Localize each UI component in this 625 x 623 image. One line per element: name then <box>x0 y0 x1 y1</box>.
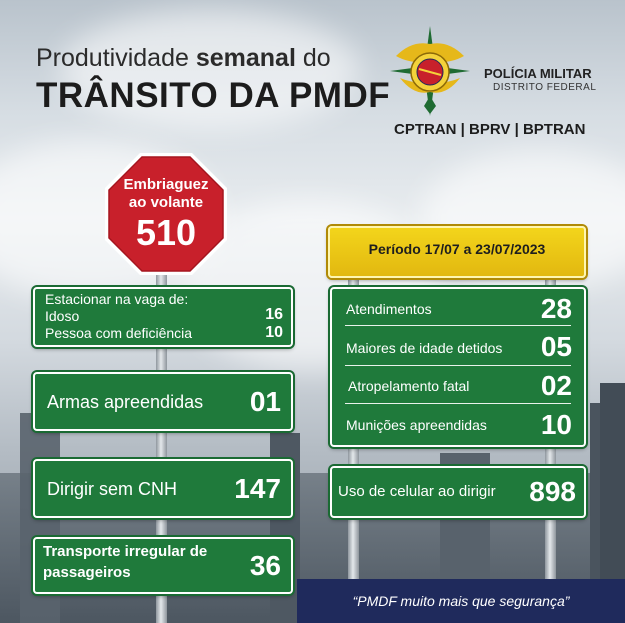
org-name: POLÍCIA MILITAR <box>484 66 592 81</box>
stats-row-value: 05 <box>540 331 572 362</box>
org-subname: DISTRITO FEDERAL <box>493 82 597 93</box>
footer-banner: “PMDF muito mais que segurança” <box>297 579 625 623</box>
parking-row-label: Pessoa com deficiência <box>45 325 193 341</box>
phone-value: 898 <box>529 476 576 507</box>
stats-row-value: 10 <box>540 409 572 440</box>
phone-sign: Uso de celular ao dirigir 898 <box>330 466 586 518</box>
stats-row-label: Munições apreendidas <box>346 417 487 433</box>
parking-row-value: 16 <box>265 306 283 323</box>
no-license-sign: Dirigir sem CNH 147 <box>33 459 293 518</box>
transport-sign: Transporte irregular de passageiros 36 <box>33 537 293 594</box>
stats-row-label: Maiores de idade detidos <box>346 340 503 356</box>
stats-divider <box>345 325 571 326</box>
footer-slogan: “PMDF muito mais que segurança” <box>352 593 570 609</box>
stats-divider <box>345 403 571 404</box>
no-license-value: 147 <box>234 473 281 504</box>
stats-row-label: Atropelamento fatal <box>348 378 470 394</box>
units-label: CPTRAN | BPRV | BPTRAN <box>394 121 586 138</box>
no-license-label: Dirigir sem CNH <box>47 479 177 499</box>
parking-title: Estacionar na vaga de: <box>45 291 189 307</box>
stats-row-value: 02 <box>540 370 572 401</box>
page-subtitle: Produtividade semanal do <box>36 44 331 72</box>
transport-label-line1: Transporte irregular de <box>43 543 208 560</box>
stats-row-label: Atendimentos <box>346 301 432 317</box>
stats-sign <box>330 287 586 447</box>
stats-divider <box>345 365 571 366</box>
parking-row-value: 10 <box>265 324 283 341</box>
left-pole <box>156 270 167 623</box>
stop-sign <box>105 153 227 275</box>
weapons-value: 01 <box>249 386 281 417</box>
weapons-label: Armas apreendidas <box>47 392 204 412</box>
phone-label: Uso de celular ao dirigir <box>338 483 496 500</box>
period-label: Período 17/07 a 23/07/2023 <box>368 241 546 257</box>
pmdf-crest-logo <box>390 26 470 116</box>
page-title: TRÂNSITO DA PMDF <box>36 76 391 115</box>
parking-row-label: Idoso <box>45 308 80 324</box>
stop-sign-label-line1: Embriaguez <box>123 176 209 193</box>
transport-label-line2: passageiros <box>43 564 131 581</box>
stop-sign-value: 510 <box>135 212 197 253</box>
stop-sign-label-line2: ao volante <box>128 194 204 211</box>
stats-row-value: 28 <box>540 293 572 324</box>
period-sign: Período 17/07 a 23/07/2023 <box>328 226 586 278</box>
weapons-sign: Armas apreendidas 01 <box>33 372 293 431</box>
parking-sign: Estacionar na vaga de: Idoso 16 Pessoa c… <box>33 287 293 347</box>
transport-value: 36 <box>249 550 281 581</box>
